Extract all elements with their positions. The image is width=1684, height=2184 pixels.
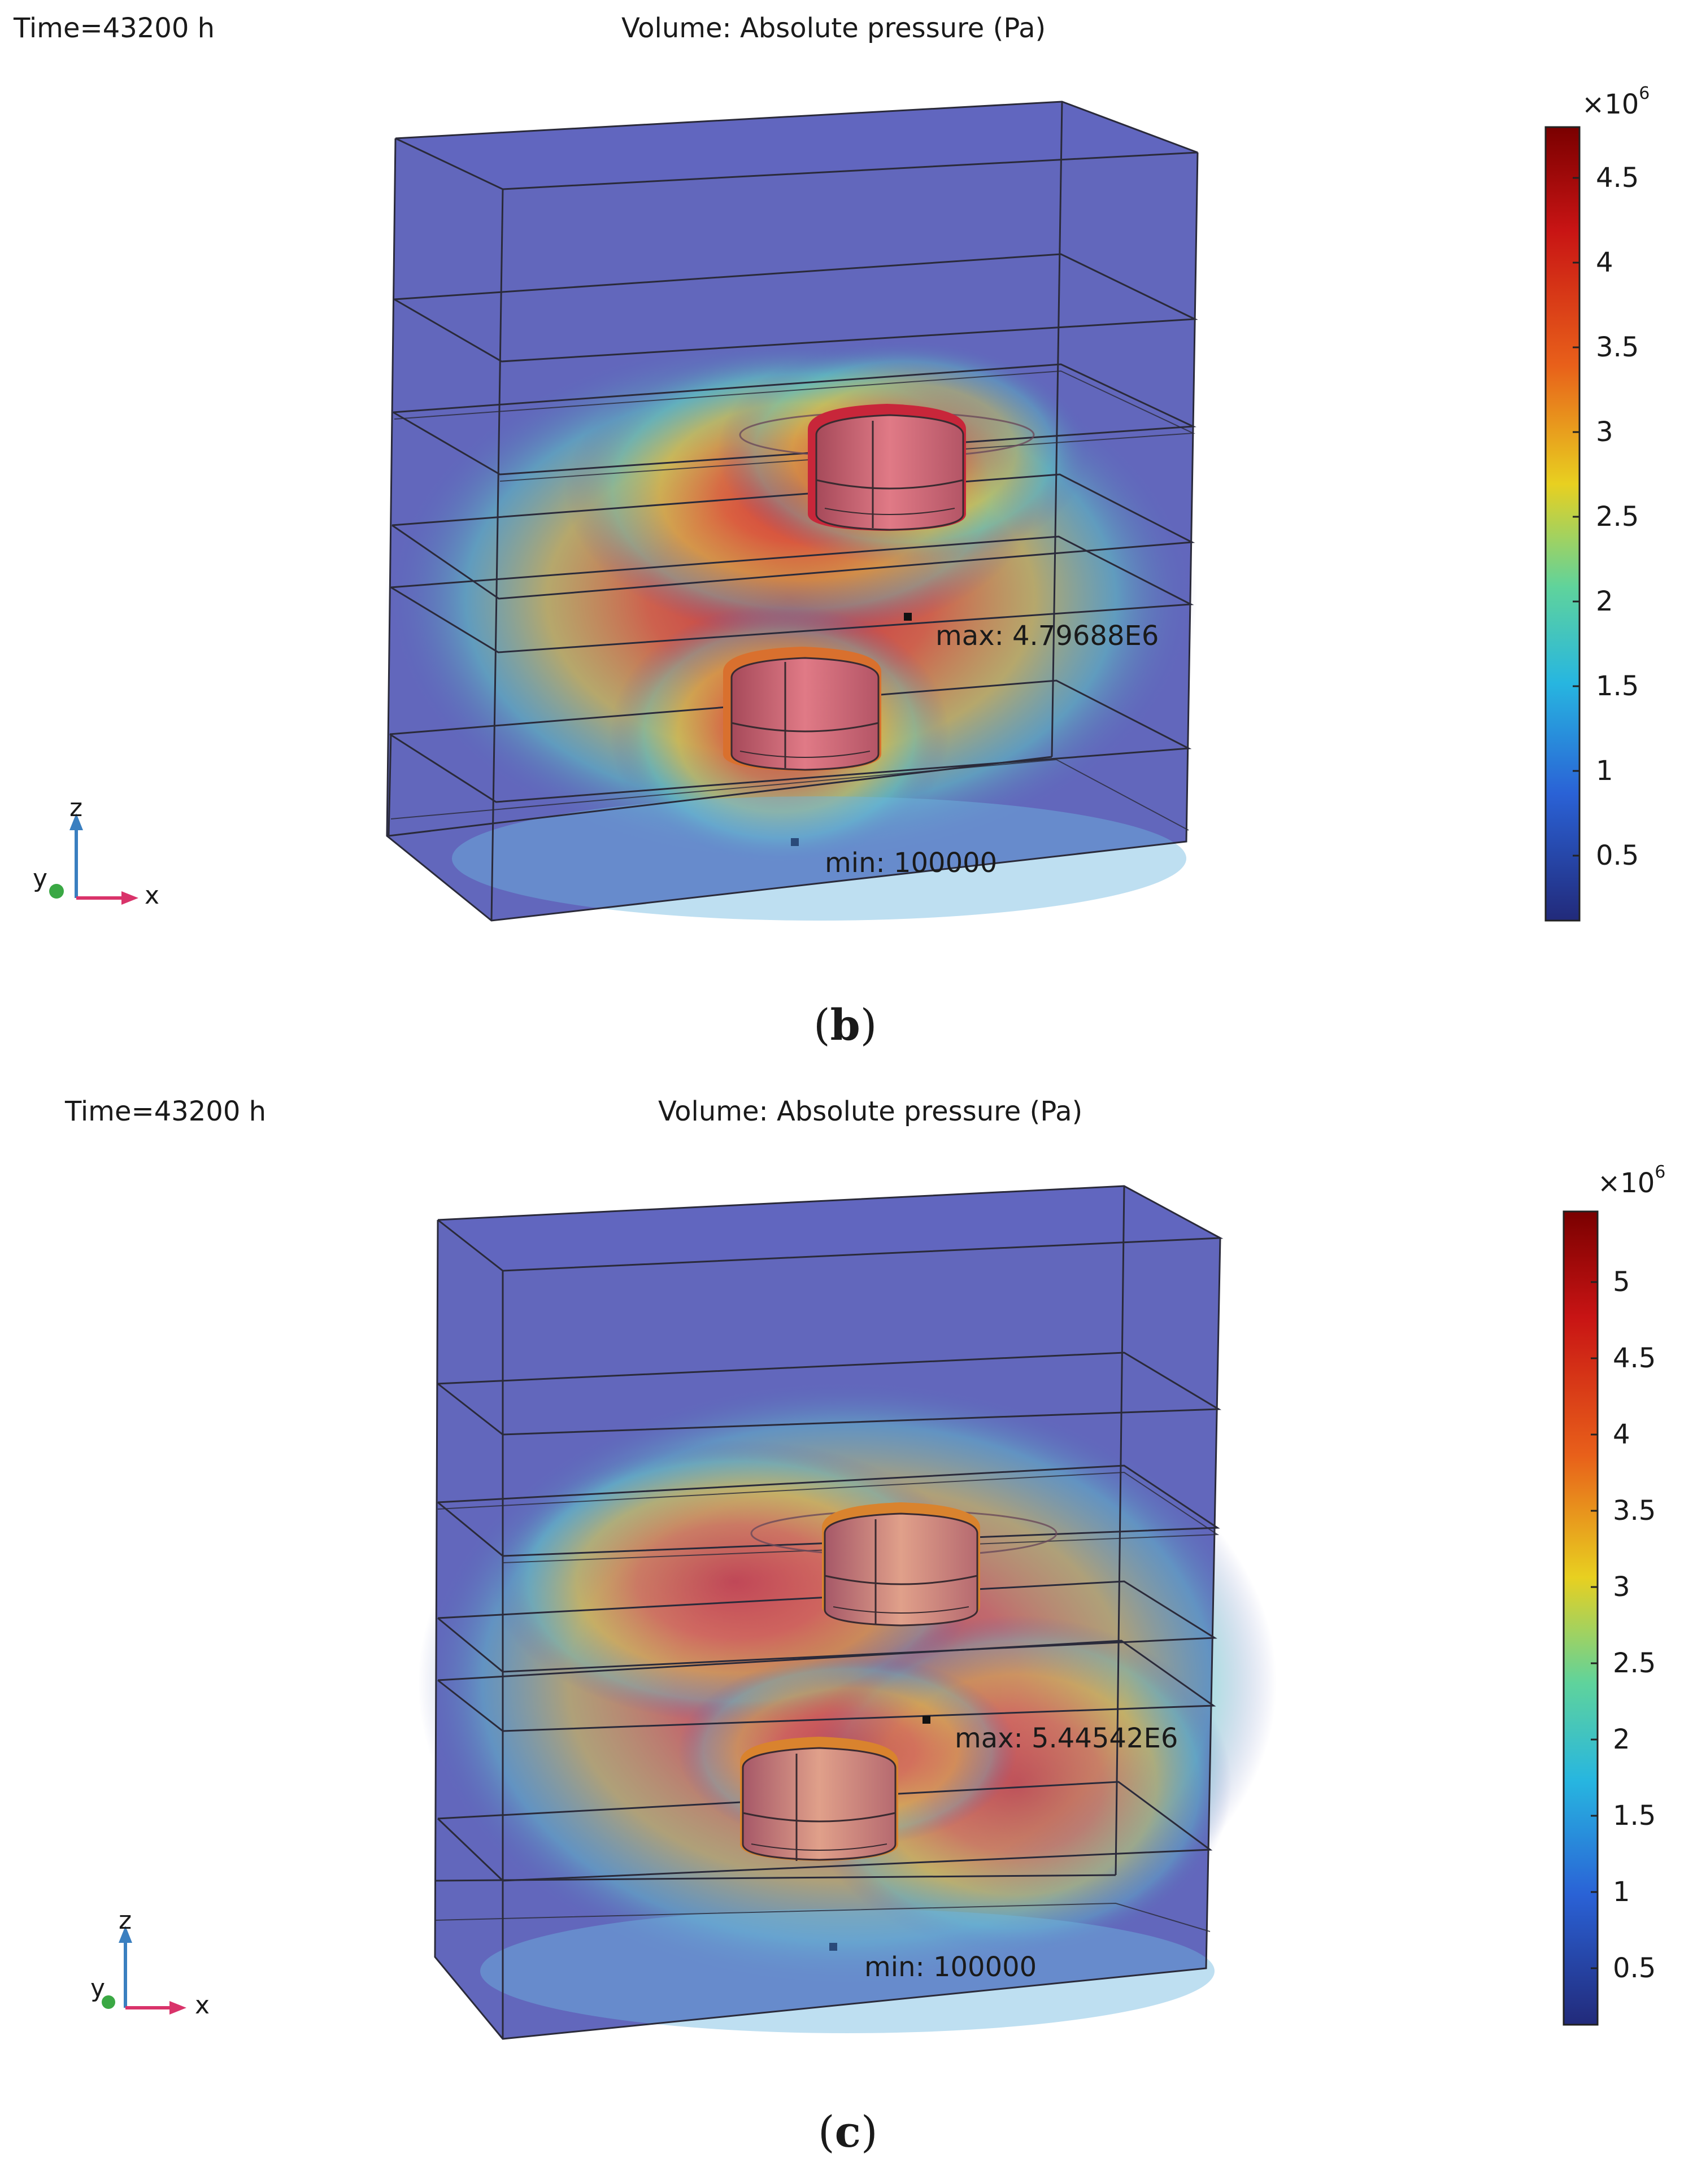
lower-cylinder [740, 1737, 898, 1861]
colorbar-tick-label: 4 [1596, 247, 1613, 278]
colorbar [1563, 1210, 1599, 2026]
pressure-volume-plot [49, 101, 1581, 922]
axis-triad [49, 813, 138, 905]
lower-cylinder [723, 647, 881, 771]
max-marker [922, 1716, 930, 1724]
axis-x-label: x [145, 881, 160, 910]
colorbar-multiplier: ×106 [1582, 84, 1650, 120]
time-label: Time=43200 h [65, 1096, 267, 1127]
colorbar-tick-label: 1 [1613, 1876, 1630, 1908]
axis-z-label: z [119, 1906, 132, 1935]
axis-y-label: y [33, 864, 48, 893]
volume-block [418, 1185, 1277, 2040]
colorbar-tick-label: 4.5 [1596, 162, 1639, 194]
colorbar-tick-label: 4.5 [1613, 1342, 1656, 1374]
min-label: min: 100000 [825, 847, 998, 879]
upper-cylinder [739, 404, 1035, 531]
colorbar-tick-label: 3 [1596, 416, 1613, 448]
colorbar-tick-label: 2 [1613, 1724, 1630, 1755]
panel-c: Time=43200 h Volume: Absolute pressure (… [0, 1090, 1684, 2184]
colorbar-tick-label: 3.5 [1596, 332, 1639, 363]
colorbar-tick-label: 3 [1613, 1571, 1630, 1603]
pressure-volume-plot [102, 1185, 1599, 2040]
colorbar-tick-label: 3.5 [1613, 1495, 1656, 1527]
colorbar-ticks [1573, 177, 1579, 857]
colorbar-tick-label: 0.5 [1613, 1952, 1656, 1984]
colorbar-tick-label: 2.5 [1613, 1647, 1656, 1679]
colorbar-multiplier: ×106 [1598, 1162, 1666, 1199]
colorbar-tick-label: 1.5 [1613, 1800, 1656, 1832]
time-label: Time=43200 h [14, 12, 215, 44]
colorbar-tick-label: 1.5 [1596, 670, 1639, 702]
upper-cylinder [750, 1502, 1058, 1627]
panel-caption: (c) [818, 2107, 878, 2157]
colorbar-tick-label: 5 [1613, 1266, 1630, 1298]
max-marker [904, 613, 912, 621]
colorbar-ticks [1591, 1281, 1598, 1969]
axis-x-label: x [195, 1991, 210, 2020]
axis-triad [102, 1926, 186, 2015]
panel-caption: (b) [813, 1000, 877, 1050]
axis-y-label: y [90, 1974, 106, 2003]
volume-block [384, 101, 1199, 922]
min-label: min: 100000 [864, 1951, 1037, 1983]
colorbar-tick-label: 4 [1613, 1419, 1630, 1450]
axis-z-label: z [69, 794, 83, 822]
min-marker [829, 1943, 837, 1951]
plot-title: Volume: Absolute pressure (Pa) [621, 12, 1046, 44]
max-label: max: 5.44542E6 [955, 1723, 1178, 1754]
min-marker [791, 838, 799, 846]
plot-title: Volume: Absolute pressure (Pa) [658, 1096, 1083, 1127]
colorbar-tick-label: 1 [1596, 755, 1613, 787]
colorbar-tick-label: 0.5 [1596, 840, 1639, 871]
colorbar-tick-label: 2 [1596, 586, 1613, 617]
max-label: max: 4.79688E6 [935, 620, 1159, 652]
colorbar [1544, 126, 1581, 922]
colorbar-tick-label: 2.5 [1596, 501, 1639, 533]
panel-b: Time=43200 h Volume: Absolute pressure (… [0, 0, 1684, 1056]
